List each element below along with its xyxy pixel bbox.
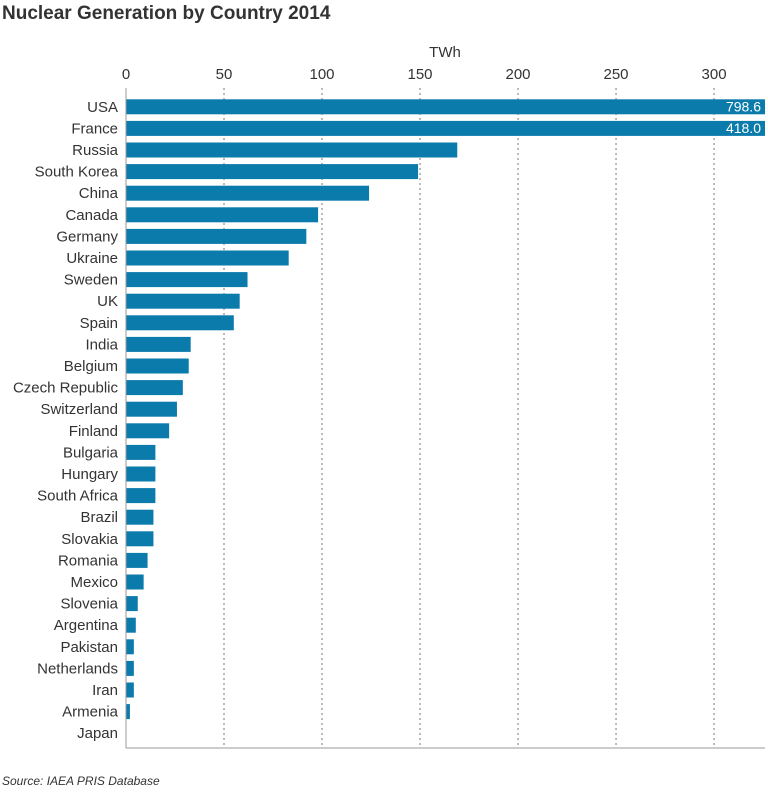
- y-tick-label: Canada: [65, 207, 118, 224]
- chart-title: Nuclear Generation by Country 2014: [2, 3, 331, 24]
- x-tick-label: 150: [408, 66, 433, 83]
- y-tick-label: Romania: [58, 552, 119, 569]
- y-tick-label: Belgium: [64, 358, 118, 375]
- bar: [126, 228, 307, 244]
- y-tick-label: Brazil: [80, 509, 118, 526]
- y-tick-label: Iran: [92, 682, 118, 699]
- bar: [126, 552, 148, 568]
- value-label: 418.0: [726, 120, 761, 136]
- bar: [126, 466, 156, 482]
- y-tick-label: Netherlands: [37, 660, 118, 677]
- bar: [126, 488, 156, 504]
- x-tick-label: 100: [309, 66, 334, 83]
- y-tick-label: Bulgaria: [63, 444, 119, 461]
- y-tick-label: Finland: [69, 423, 118, 440]
- bar: [126, 704, 130, 720]
- y-tick-label: Germany: [56, 228, 118, 245]
- x-tick-label: 0: [122, 66, 130, 83]
- bar: [126, 531, 154, 547]
- bar: [126, 509, 154, 525]
- source-note: Source: IAEA PRIS Database: [2, 774, 160, 788]
- bar: [126, 682, 134, 698]
- y-tick-label: Czech Republic: [13, 380, 119, 397]
- y-tick-label: Hungary: [61, 466, 118, 483]
- y-tick-label: Slovakia: [61, 531, 118, 548]
- y-tick-label: Argentina: [54, 617, 119, 634]
- y-tick-label: China: [79, 185, 119, 202]
- bar: [126, 272, 248, 288]
- bar: [126, 185, 370, 201]
- y-tick-label: France: [71, 120, 118, 137]
- bar: [126, 444, 156, 460]
- x-tick-label: 300: [702, 66, 727, 83]
- bar: [126, 358, 189, 374]
- y-tick-label: UK: [97, 293, 118, 310]
- bar: [126, 596, 138, 612]
- y-tick-label: Switzerland: [40, 401, 118, 418]
- y-tick-label: Sweden: [64, 272, 118, 289]
- bar: [126, 617, 136, 633]
- y-tick-label: Mexico: [70, 574, 118, 591]
- x-tick-label: 250: [604, 66, 629, 83]
- bar: [126, 380, 183, 396]
- bar: [126, 99, 765, 115]
- x-tick-label: 50: [216, 66, 233, 83]
- bar: [126, 164, 419, 180]
- y-tick-label: Spain: [80, 315, 118, 332]
- bar: [126, 660, 134, 676]
- bar: [126, 639, 134, 655]
- y-tick-label: South Africa: [37, 488, 119, 505]
- bars: [126, 99, 765, 720]
- y-tick-label: Russia: [72, 142, 119, 159]
- bar: [126, 142, 458, 158]
- y-tick-label: Japan: [77, 725, 118, 742]
- y-tick-label: India: [85, 336, 118, 353]
- bar: [126, 120, 765, 136]
- bar: [126, 315, 234, 331]
- bar: [126, 207, 319, 223]
- bar: [126, 423, 170, 439]
- y-tick-label: USA: [87, 99, 118, 116]
- y-tick-label: Slovenia: [60, 596, 118, 613]
- x-tick-label: 200: [506, 66, 531, 83]
- y-tick-label: South Korea: [35, 164, 119, 181]
- bar: [126, 293, 240, 309]
- bar: [126, 336, 191, 352]
- y-tick-label: Armenia: [62, 704, 119, 721]
- x-axis-label: TWh: [429, 44, 461, 61]
- y-tick-label: Ukraine: [66, 250, 118, 267]
- bar: [126, 250, 289, 266]
- value-label: 798.6: [726, 99, 761, 115]
- y-tick-label: Pakistan: [60, 639, 118, 656]
- bar: [126, 574, 144, 590]
- bar: [126, 401, 177, 417]
